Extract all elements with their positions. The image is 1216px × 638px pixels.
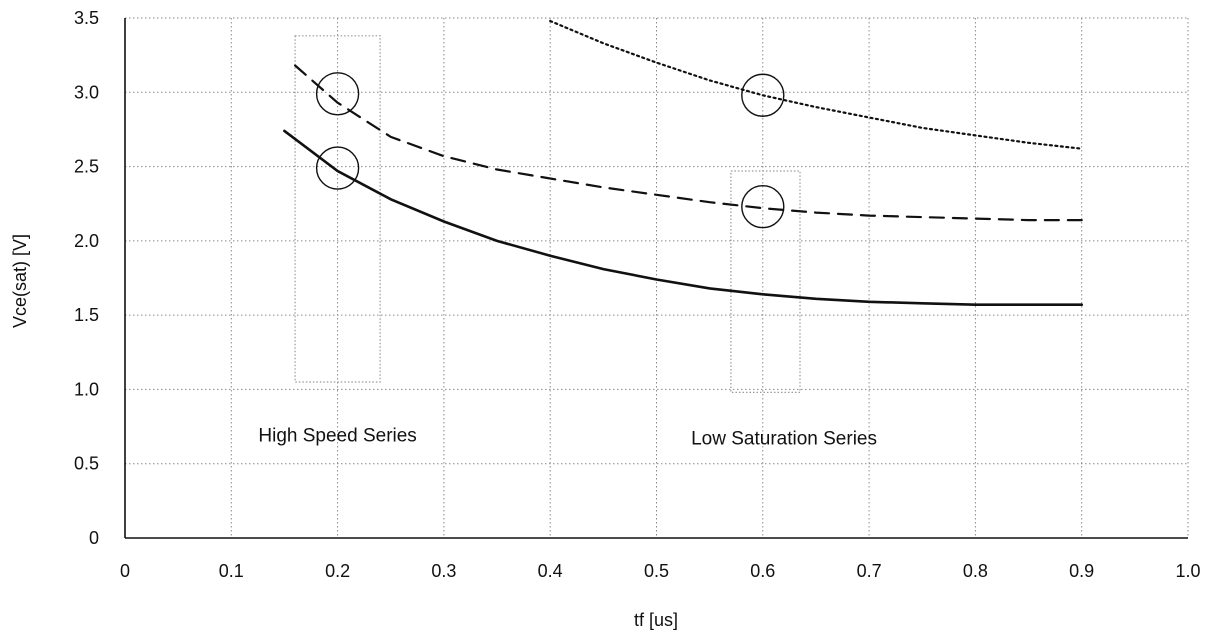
highlight-circles	[315, 72, 785, 229]
y-tick-label: 1.0	[74, 379, 99, 399]
x-tick-label: 0.3	[431, 561, 456, 581]
y-tick-label: 0	[89, 528, 99, 548]
highlight-circle	[315, 72, 360, 116]
x-tick-label: 0.8	[963, 561, 988, 581]
x-axis-title: tf [us]	[634, 610, 678, 630]
x-tick-label: 0.1	[219, 561, 244, 581]
highlight-circle	[741, 73, 785, 117]
x-tick-label: 0.9	[1069, 561, 1094, 581]
x-tick-label: 0.4	[538, 561, 563, 581]
y-tick-label: 3.5	[74, 8, 99, 28]
annotations: High Speed Series Low Saturation Series	[258, 425, 877, 449]
series-line-dashed	[294, 64, 1083, 222]
y-axis-title: Vce(sat) [V]	[10, 234, 30, 328]
y-tick-label: 3.0	[74, 82, 99, 102]
y-tick-label: 2.5	[74, 157, 99, 177]
highlight-box	[294, 35, 381, 383]
x-tick-label: 0.5	[644, 561, 669, 581]
highlight-box	[730, 170, 801, 393]
highlight-circle	[741, 184, 785, 229]
x-tick-label: 0.6	[750, 561, 775, 581]
series-annotation: Low Saturation Series	[691, 428, 877, 449]
grid-lines	[125, 17, 1189, 538]
y-tick-label: 1.5	[74, 305, 99, 325]
x-tick-label: 0.2	[325, 561, 350, 581]
series-line-dotted	[549, 19, 1083, 150]
data-series	[283, 19, 1083, 306]
axes	[124, 18, 1188, 539]
y-tick-label: 2.0	[74, 231, 99, 251]
highlight-circle	[315, 146, 360, 190]
series-annotation: High Speed Series	[258, 425, 416, 446]
tick-labels: 0 0.1 0.2 0.3 0.4 0.5 0.6 0.7 0.8 0.9 1.0 0 0.5 1.0 1.…	[74, 8, 1201, 581]
highlight-boxes	[294, 35, 801, 393]
series-line-solid	[283, 129, 1083, 306]
y-tick-label: 0.5	[74, 454, 99, 474]
x-tick-label: 1.0	[1175, 561, 1200, 581]
x-tick-label: 0	[120, 561, 130, 581]
x-tick-label: 0.7	[857, 561, 882, 581]
